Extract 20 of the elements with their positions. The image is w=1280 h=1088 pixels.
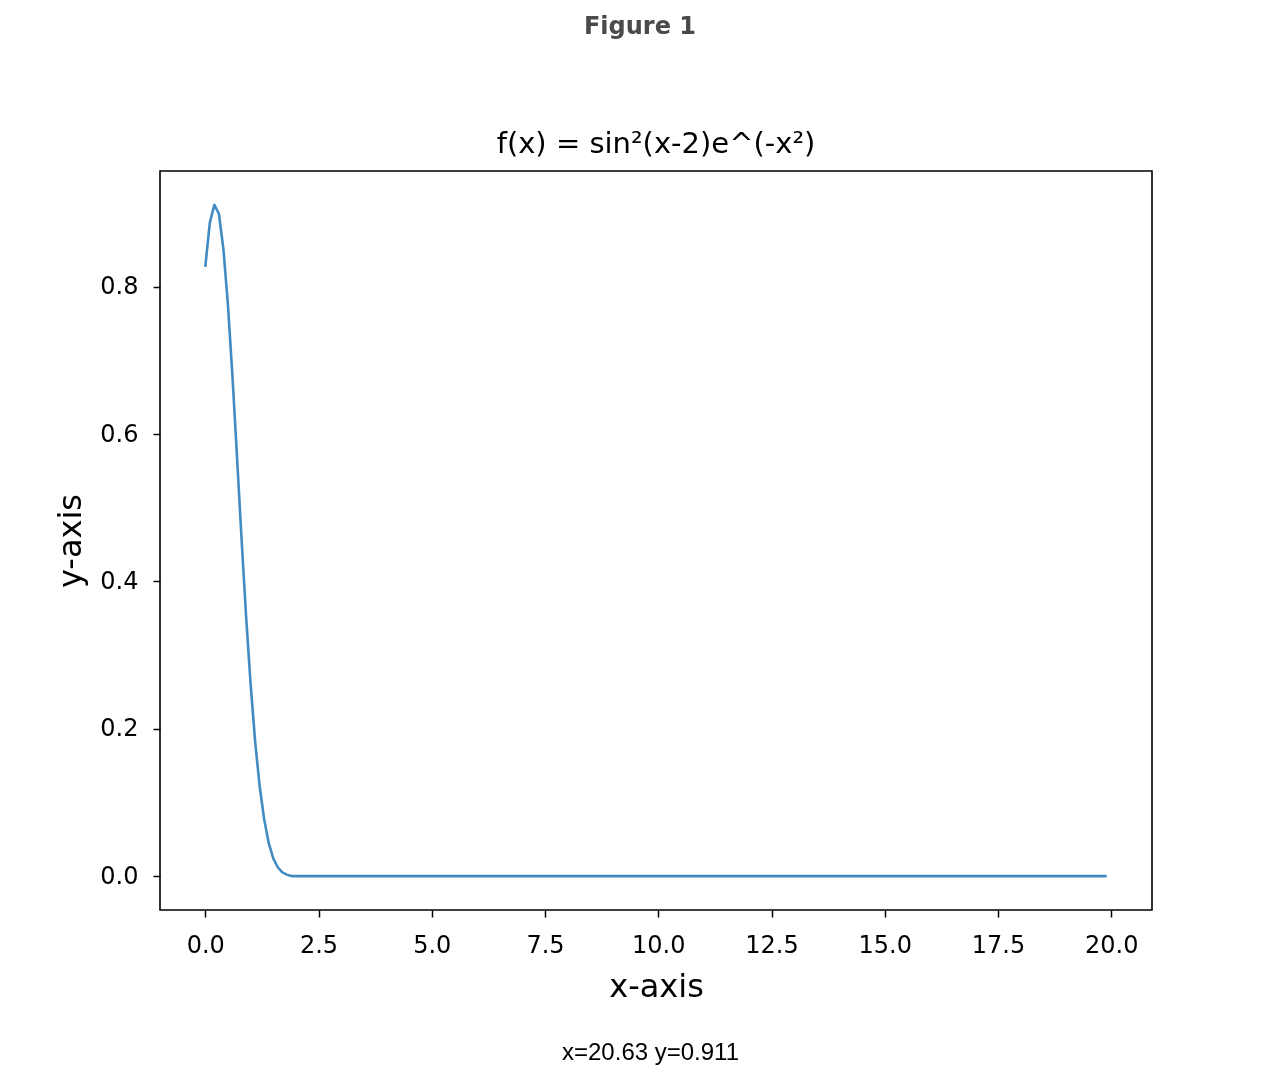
x-tick-label: 17.5 bbox=[971, 930, 1026, 959]
x-tick-label: 20.0 bbox=[1085, 930, 1139, 959]
y-tick-label: 0.4 bbox=[100, 566, 139, 595]
y-tick-label: 0.2 bbox=[100, 714, 139, 743]
y-tick-label: 0.0 bbox=[100, 861, 139, 890]
x-tick-label: 5.0 bbox=[413, 930, 452, 959]
x-tick-label: 7.5 bbox=[526, 930, 565, 959]
text: x=20.63 y=0.911 bbox=[562, 1038, 740, 1065]
x-tick-label: 2.5 bbox=[299, 930, 339, 959]
x-tick-label: 15.0 bbox=[858, 930, 912, 959]
x-axis-title: x-axis bbox=[609, 966, 704, 1005]
x-tick-label: 12.5 bbox=[745, 930, 799, 959]
x-tick-label: 10.0 bbox=[632, 930, 686, 959]
x-tick-label: 0.0 bbox=[186, 930, 225, 959]
chart-title: f(x) = sin²(x-2)e^(-x²) bbox=[496, 126, 816, 160]
y-axis-title: y-axis bbox=[51, 493, 90, 589]
y-tick-label: 0.8 bbox=[100, 272, 139, 301]
line-series bbox=[204, 203, 1108, 878]
caption: Figure 1 bbox=[583, 12, 697, 40]
y-tick-label: 0.6 bbox=[100, 419, 139, 448]
